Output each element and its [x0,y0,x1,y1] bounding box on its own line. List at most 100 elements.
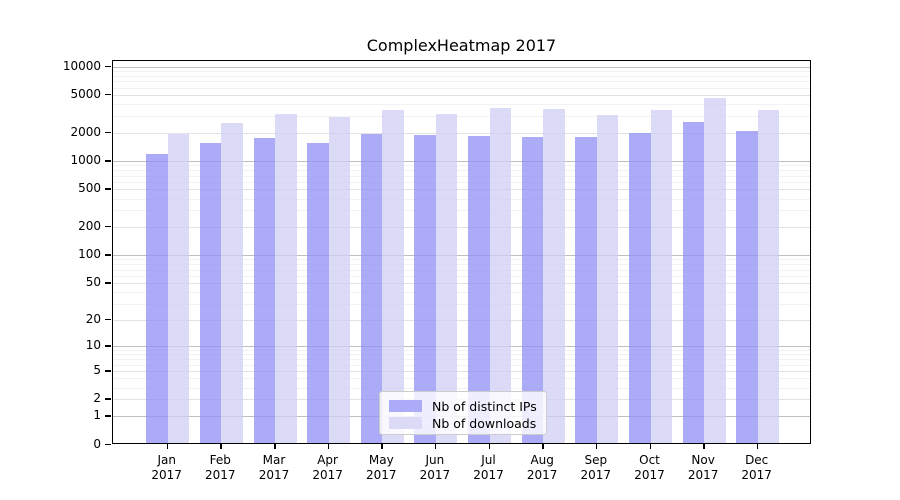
x-tick-label: Jan 2017 [151,453,182,482]
bar-ips-jan [146,154,168,443]
gridline [113,292,810,294]
y-tick [105,282,111,284]
x-tick [703,444,705,449]
x-tick [381,444,383,449]
x-tick-label: Aug 2017 [526,453,558,482]
gridline [113,226,810,228]
y-tick-label: 0 [93,436,101,451]
bar-ips-feb [199,143,222,443]
gridline [113,181,810,183]
gridline [113,346,810,348]
y-tick-label: 10000 [62,58,101,73]
x-tick-label: Jul 2017 [473,453,504,482]
gridline [113,354,810,356]
gridline [113,104,810,106]
x-tick-label: Feb 2017 [205,453,236,482]
gridline [113,350,810,351]
bar-downloads-oct [650,110,672,443]
gridline [113,371,810,372]
bar-ips-aug [521,136,544,443]
gridline [113,264,810,266]
gridline [113,259,810,261]
gridline [113,170,810,172]
y-tick [105,398,111,400]
gridline [113,198,810,200]
gridline [113,115,810,117]
y-tick [105,188,111,190]
y-tick [105,93,111,96]
x-tick-label: Apr 2017 [312,453,343,482]
gridline [113,132,810,134]
bar-downloads-sep [596,115,619,443]
y-tick [105,370,111,372]
bar-ips-apr [307,143,329,443]
y-tick [105,415,111,417]
y-tick-label: 1 [93,408,101,423]
y-tick-label: 500 [78,181,101,196]
y-tick [105,318,111,321]
x-tick [595,444,598,449]
plot-area [112,60,811,444]
x-tick-label: Mar 2017 [258,453,290,482]
gridline [113,275,810,277]
x-tick-label: Sep 2017 [580,453,612,482]
y-tick-label: 200 [78,218,101,233]
x-tick-label: Oct 2017 [634,453,665,482]
gridline [113,94,810,96]
gridline [113,269,810,271]
bar-ips-jun [414,135,436,443]
gridline [113,378,810,380]
y-tick-label: 20 [85,311,101,326]
y-tick [105,160,111,162]
x-tick [220,444,222,449]
x-tick-label: May 2017 [366,453,397,482]
x-tick [756,444,759,449]
gridline [113,161,810,162]
bar-ips-dec [736,130,758,443]
bar-ips-may [360,133,383,443]
legend-item-distinct-ips: Nb of distinct IPs [389,398,538,414]
y-tick-label: 2 [93,391,101,406]
bar-ips-oct [629,132,651,443]
bar-downloads-may [382,110,404,443]
bar-downloads-feb [221,123,243,443]
bar-ips-nov [682,121,705,443]
gridline [113,364,810,366]
y-tick-label: 10 [85,338,101,353]
y-tick [105,225,111,228]
y-tick-label: 100 [78,247,101,262]
legend-label-downloads: Nb of downloads [432,415,537,431]
gridline [113,66,810,68]
gridline [113,359,810,361]
gridline [113,303,810,305]
gridline [113,387,810,389]
y-tick [105,443,111,445]
y-tick-label: 5 [93,363,101,377]
bar-downloads-nov [704,98,726,443]
legend-item-downloads: Nb of downloads [389,415,538,431]
y-tick [105,345,111,347]
bar-ips-sep [575,137,597,443]
gridline [113,210,810,212]
x-tick [166,444,169,449]
y-tick-label: 50 [85,275,101,290]
legend-swatch-distinct-ips [389,400,422,412]
chart-title: ComplexHeatmap 2017 [366,36,557,55]
y-tick-label: 1000 [70,153,101,167]
gridline [113,87,810,89]
y-tick-label: 5000 [70,86,101,101]
gridline [113,189,810,191]
bar-downloads-dec [757,109,780,443]
legend: Nb of distinct IPs Nb of downloads [379,391,547,435]
bar-downloads-jan [167,133,190,443]
gridline [113,319,810,321]
gridline [113,70,810,72]
y-tick [105,65,111,67]
x-tick-label: Dec 2017 [741,453,772,482]
gridline [113,255,810,257]
x-tick [488,444,490,449]
bar-downloads-mar [275,113,297,443]
legend-swatch-downloads [389,417,422,429]
y-tick [105,254,111,256]
gridline [113,81,810,83]
